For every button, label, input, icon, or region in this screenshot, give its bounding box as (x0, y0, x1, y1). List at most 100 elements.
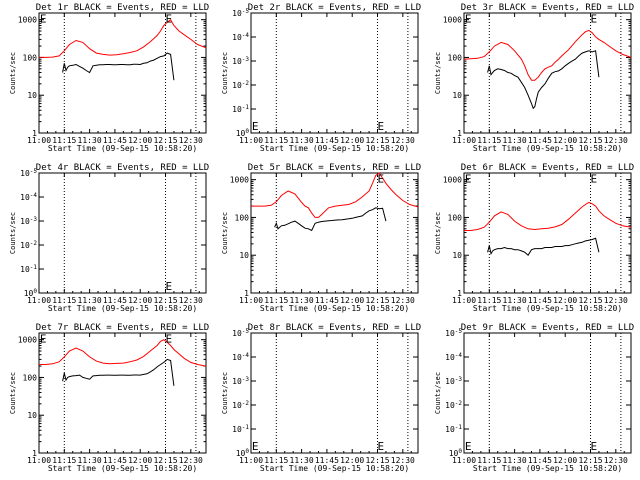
y-axis-label: Counts/sec (434, 212, 442, 254)
x-tick-label: 12:15 (578, 296, 602, 305)
y-tick-label: 10-2 (20, 240, 37, 250)
y-tick-label: 1 (244, 289, 249, 298)
event-marker: E (40, 333, 47, 346)
x-tick-label: 11:15 (477, 456, 501, 465)
y-tick-label: 10-2 (232, 400, 249, 410)
y-tick-label: 100 (24, 288, 38, 298)
x-tick-label: 11:45 (528, 136, 552, 145)
x-tick-label: 11:45 (315, 456, 339, 465)
panel-title: Det 9r BLACK = Events, RED = LLD (461, 323, 634, 333)
x-tick-label: 12:30 (604, 136, 628, 145)
y-tick-label: 10 (239, 251, 249, 260)
y-tick-label: 1000 (443, 176, 462, 185)
x-tick-label: 12:15 (365, 136, 389, 145)
y-tick-label: 100 (23, 53, 38, 62)
event-marker: E (166, 333, 173, 346)
plot-frame (250, 332, 419, 454)
x-tick-label: 12:00 (128, 456, 152, 465)
series-lld (39, 339, 207, 367)
y-tick-label: 10-3 (232, 56, 249, 66)
x-tick-label: 11:30 (290, 136, 314, 145)
x-tick-label: 11:30 (78, 136, 102, 145)
x-axis-label: Start Time (09-Sep-15 10:58:20) (260, 304, 409, 313)
panel-title: Det 1r BLACK = Events, RED = LLD (36, 3, 209, 13)
x-tick-label: 11:15 (477, 136, 501, 145)
x-tick-label: 12:15 (578, 456, 602, 465)
y-axis-label: Counts/sec (9, 372, 17, 414)
y-tick-label: 10-1 (20, 264, 37, 274)
x-tick-label: 12:00 (340, 456, 364, 465)
x-tick-label: 11:45 (103, 296, 127, 305)
y-tick-label: 10-1 (232, 104, 249, 114)
event-marker: E (252, 120, 259, 133)
x-axis-label: Start Time (09-Sep-15 10:58:20) (260, 464, 409, 473)
x-axis-label: Start Time (09-Sep-15 10:58:20) (48, 144, 197, 153)
x-tick-label: 12:00 (553, 136, 577, 145)
y-axis-label: Counts/sec (9, 52, 17, 94)
x-tick-label: 11:00 (452, 136, 476, 145)
x-axis-label: Start Time (09-Sep-15 10:58:20) (473, 144, 622, 153)
y-axis-label: Counts/sec (434, 52, 442, 94)
event-marker: E (465, 13, 472, 26)
x-tick-label: 11:45 (528, 456, 552, 465)
panel-title: Det 7r BLACK = Events, RED = LLD (36, 323, 209, 333)
panel-title: Det 5r BLACK = Events, RED = LLD (248, 163, 421, 173)
y-tick-label: 1000 (18, 336, 37, 345)
event-marker: E (465, 440, 472, 453)
panel-title: Det 4r BLACK = Events, RED = LLD (36, 163, 209, 173)
y-tick-label: 10-2 (445, 400, 462, 410)
plot-frame (463, 12, 632, 134)
y-axis-label: Counts/sec (221, 372, 229, 414)
y-tick-label: 10-4 (232, 32, 249, 42)
x-tick-label: 12:00 (553, 296, 577, 305)
event-marker: E (378, 173, 385, 186)
x-tick-label: 12:00 (128, 136, 152, 145)
x-tick-label: 12:15 (365, 456, 389, 465)
y-tick-label: 10-5 (445, 328, 462, 338)
x-tick-label: 11:45 (103, 456, 127, 465)
event-marker: E (591, 13, 598, 26)
y-tick-label: 10-1 (232, 424, 249, 434)
y-tick-label: 10 (27, 91, 37, 100)
series-events (487, 237, 600, 256)
series-events (487, 50, 600, 110)
x-tick-label: 11:45 (103, 136, 127, 145)
y-tick-label: 100 (236, 448, 250, 458)
x-axis-label: Start Time (09-Sep-15 10:58:20) (48, 464, 197, 473)
y-axis-label: Counts/sec (9, 212, 17, 254)
x-tick-label: 11:00 (452, 296, 476, 305)
x-tick-label: 11:30 (503, 456, 527, 465)
plot-frame (463, 172, 632, 294)
x-tick-label: 11:30 (503, 296, 527, 305)
x-tick-label: 12:15 (153, 136, 177, 145)
x-tick-label: 12:00 (340, 136, 364, 145)
series-lld (39, 18, 207, 58)
x-axis-label: Start Time (09-Sep-15 10:58:20) (473, 464, 622, 473)
x-tick-label: 11:00 (239, 456, 263, 465)
y-tick-label: 10-1 (445, 424, 462, 434)
y-tick-label: 100 (448, 213, 463, 222)
series-events (62, 52, 175, 81)
panel-det-6: Det 6r BLACK = Events, RED = LLD 11:00 11:… (434, 163, 634, 313)
event-marker: E (465, 173, 472, 186)
x-tick-label: 11:00 (27, 136, 51, 145)
x-tick-label: 12:30 (391, 136, 415, 145)
x-tick-label: 12:15 (153, 296, 177, 305)
y-tick-label: 100 (23, 373, 38, 382)
x-tick-label: 11:15 (52, 296, 76, 305)
x-tick-label: 11:00 (239, 296, 263, 305)
x-axis-label: Start Time (09-Sep-15 10:58:20) (473, 304, 622, 313)
y-tick-label: 10 (27, 411, 37, 420)
y-tick-label: 1000 (18, 16, 37, 25)
plot-frame (38, 172, 207, 294)
panel-title: Det 8r BLACK = Events, RED = LLD (248, 323, 421, 333)
y-tick-label: 100 (235, 213, 250, 222)
x-tick-label: 12:30 (179, 456, 203, 465)
panel-title: Det 6r BLACK = Events, RED = LLD (461, 163, 634, 173)
plot-frame (38, 332, 207, 454)
x-tick-label: 12:30 (391, 296, 415, 305)
y-tick-label: 10-3 (232, 376, 249, 386)
